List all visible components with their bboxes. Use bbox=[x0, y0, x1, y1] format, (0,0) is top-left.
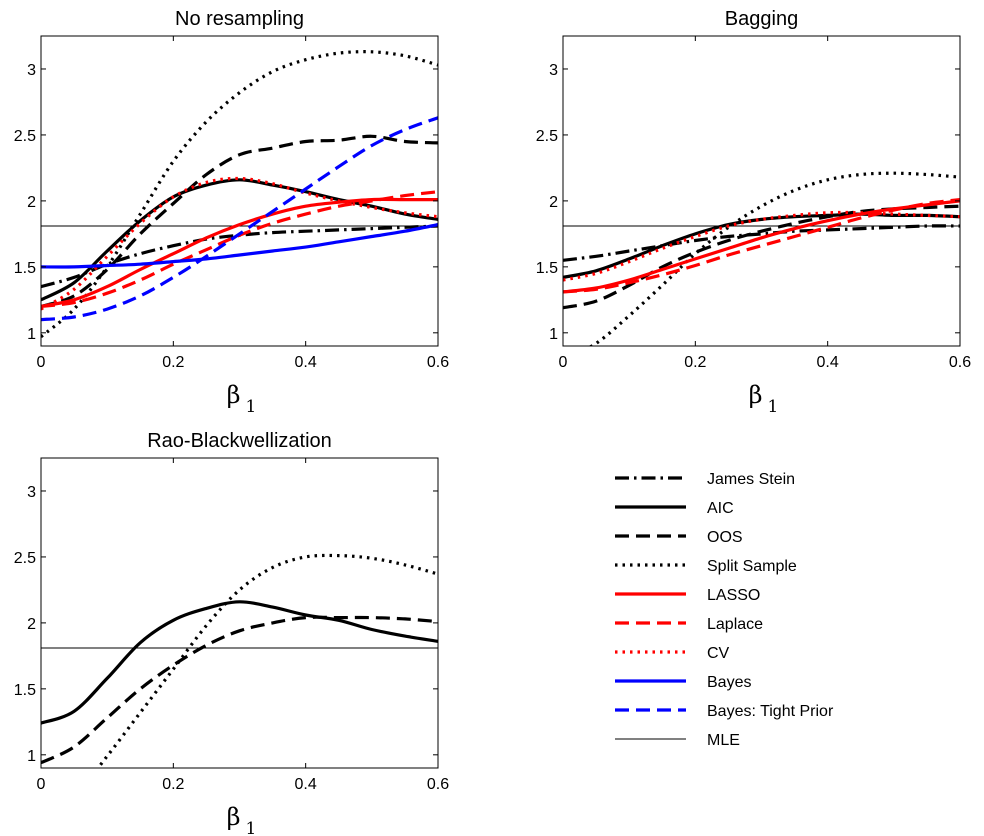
y-tick-label: 1.5 bbox=[14, 682, 36, 699]
legend-item-laplace: Laplace bbox=[615, 616, 763, 633]
legend-item-bayes: Bayes bbox=[615, 674, 751, 691]
y-tick-label: 2 bbox=[549, 194, 558, 211]
legend-label: LASSO bbox=[707, 587, 760, 604]
legend-item-mle: MLE bbox=[615, 732, 740, 749]
x-axis-label-subscript: 1 bbox=[768, 397, 779, 417]
x-tick-label: 0.6 bbox=[949, 354, 971, 371]
axes-frame bbox=[562, 35, 961, 347]
y-tick-label: 2.5 bbox=[14, 550, 36, 567]
x-tick-label: 0 bbox=[37, 354, 46, 371]
axes-frame bbox=[40, 457, 439, 769]
x-tick-label: 0.4 bbox=[817, 354, 839, 371]
legend-label: Bayes bbox=[707, 674, 751, 691]
legend-label: James Stein bbox=[707, 471, 795, 488]
legend-label: Laplace bbox=[707, 616, 763, 633]
legend-label: MLE bbox=[707, 732, 740, 749]
series-line-split-sample bbox=[588, 171, 960, 346]
legend-item-cv: CV bbox=[615, 645, 730, 662]
x-tick-label: 0 bbox=[559, 354, 568, 371]
y-tick-label: 2 bbox=[27, 616, 36, 633]
plot-area bbox=[563, 36, 960, 346]
x-axis-label-subscript: 1 bbox=[246, 397, 257, 417]
series-line-oos bbox=[41, 615, 438, 765]
legend-label: CV bbox=[707, 645, 730, 662]
legend: James Stein AIC OOS Split Sample LASSO Laplac… bbox=[615, 471, 834, 749]
axes-frame bbox=[40, 35, 439, 347]
y-tick-label: 2.5 bbox=[14, 128, 36, 145]
y-tick-label: 3 bbox=[27, 62, 36, 79]
legend-label: AIC bbox=[707, 500, 734, 517]
legend-label: Split Sample bbox=[707, 558, 797, 575]
x-tick-label: 0.4 bbox=[295, 354, 317, 371]
chart-title: No resampling bbox=[175, 8, 304, 30]
series-line-aic bbox=[41, 600, 438, 725]
legend-item-bayes-tight-prior: Bayes: Tight Prior bbox=[615, 703, 834, 720]
series-line-cv bbox=[563, 210, 960, 282]
legend-item-oos: OOS bbox=[615, 529, 743, 546]
y-tick-label: 2 bbox=[27, 194, 36, 211]
x-tick-label: 0.2 bbox=[162, 354, 184, 371]
x-axis-label: β bbox=[227, 381, 241, 409]
series-line-james-stein bbox=[563, 224, 960, 262]
chart-title: Bagging bbox=[725, 8, 798, 30]
legend-item-aic: AIC bbox=[615, 500, 734, 517]
y-tick-label: 2.5 bbox=[536, 128, 558, 145]
legend-label: OOS bbox=[707, 529, 743, 546]
x-tick-label: 0.2 bbox=[162, 776, 184, 793]
y-tick-label: 1 bbox=[27, 326, 36, 343]
series-line-aic bbox=[563, 212, 960, 279]
x-axis-label: β bbox=[749, 381, 763, 409]
y-tick-label: 1.5 bbox=[536, 260, 558, 277]
legend-item-split-sample: Split Sample bbox=[615, 558, 797, 575]
series-line-laplace bbox=[563, 198, 960, 294]
x-axis-label: β bbox=[227, 803, 241, 831]
y-tick-label: 1 bbox=[549, 326, 558, 343]
panel-rao-blackwellization: Rao-Blackwellization 0 0.2 0.4 0.6 1 1.5 2 2.5 3 β… bbox=[14, 430, 449, 836]
x-axis-label-subscript: 1 bbox=[246, 819, 257, 836]
chart-title: Rao-Blackwellization bbox=[147, 430, 332, 452]
plot-area bbox=[41, 458, 438, 768]
series-line-bayes-tight-prior bbox=[41, 116, 438, 322]
legend-item-james-stein: James Stein bbox=[615, 471, 795, 488]
x-tick-label: 0.6 bbox=[427, 776, 449, 793]
series-line-split-sample bbox=[41, 50, 438, 339]
series-line-aic bbox=[41, 178, 438, 302]
y-tick-label: 1.5 bbox=[14, 260, 36, 277]
plot-area bbox=[41, 36, 438, 346]
y-tick-label: 3 bbox=[549, 62, 558, 79]
y-tick-label: 3 bbox=[27, 484, 36, 501]
series-line-bayes bbox=[41, 223, 438, 269]
x-tick-label: 0.2 bbox=[684, 354, 706, 371]
x-tick-label: 0 bbox=[37, 776, 46, 793]
legend-label: Bayes: Tight Prior bbox=[707, 703, 834, 720]
y-tick-label: 1 bbox=[27, 748, 36, 765]
x-tick-label: 0.6 bbox=[427, 354, 449, 371]
x-tick-label: 0.4 bbox=[295, 776, 317, 793]
legend-item-lasso: LASSO bbox=[615, 587, 760, 604]
series-line-oos bbox=[41, 134, 438, 308]
